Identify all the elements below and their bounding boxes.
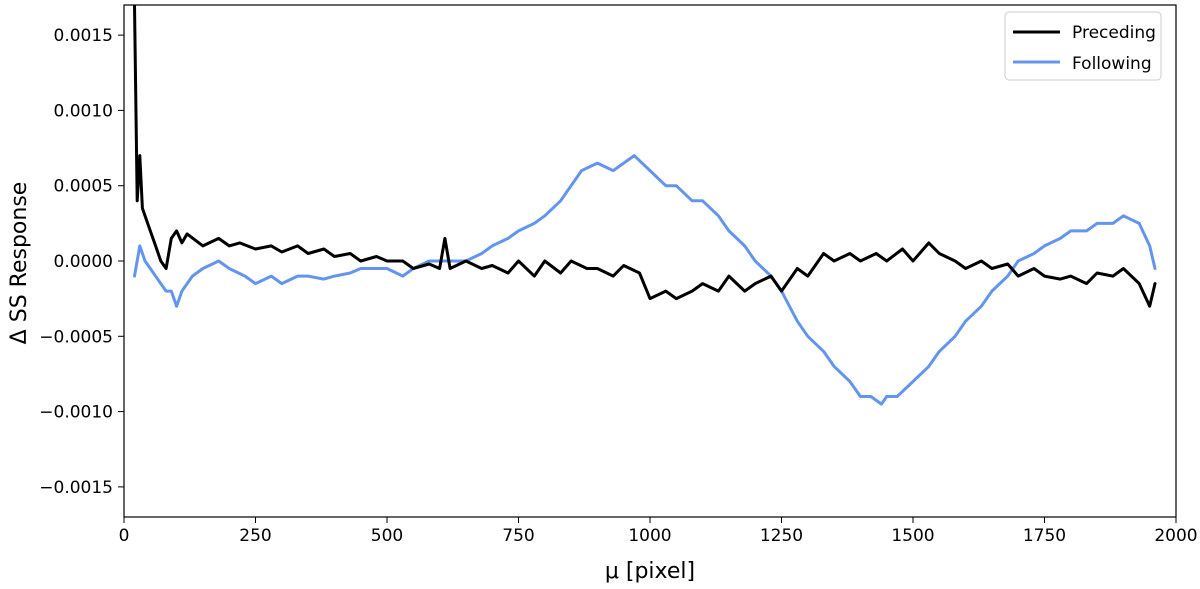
y-axis-label: Δ SS Response [7,182,32,345]
plot-frame [123,4,1177,518]
x-tick-label: 1500 [891,526,934,546]
x-tick-label: 1750 [1023,526,1066,546]
legend-label-following: Following [1072,54,1152,74]
x-tick-label: 2000 [1154,526,1197,546]
series-line-preceding [133,5,1157,308]
x-tick-label: 0 [119,526,130,546]
y-tick-label: 0.0015 [54,26,113,46]
plot-area [124,5,1176,517]
plot-border [123,4,1177,518]
legend: Preceding Following [1004,11,1162,81]
series-line-following [133,154,1157,406]
x-tick-label: 1000 [628,526,671,546]
x-tick-label: 500 [371,526,403,546]
y-tick-label: −0.0005 [39,327,113,347]
plot-background [124,5,1176,517]
y-tick-label: −0.0015 [39,478,113,498]
y-tick-label: 0.0005 [54,177,113,197]
x-tick-label: 1250 [760,526,803,546]
legend-label-preceding: Preceding [1072,23,1156,43]
y-tick-label: −0.0010 [39,403,113,423]
x-tick-label: 250 [239,526,271,546]
x-tick-label: 750 [502,526,534,546]
series-lines [133,5,1157,406]
x-axis-label: μ [pixel] [605,559,695,584]
y-tick-label: 0.0000 [54,252,113,272]
axis-ticks: 0 250 500 750 1000 1250 1500 1750 2000 −0.0015 −0.… [39,26,1197,546]
y-tick-label: 0.0010 [54,101,113,121]
